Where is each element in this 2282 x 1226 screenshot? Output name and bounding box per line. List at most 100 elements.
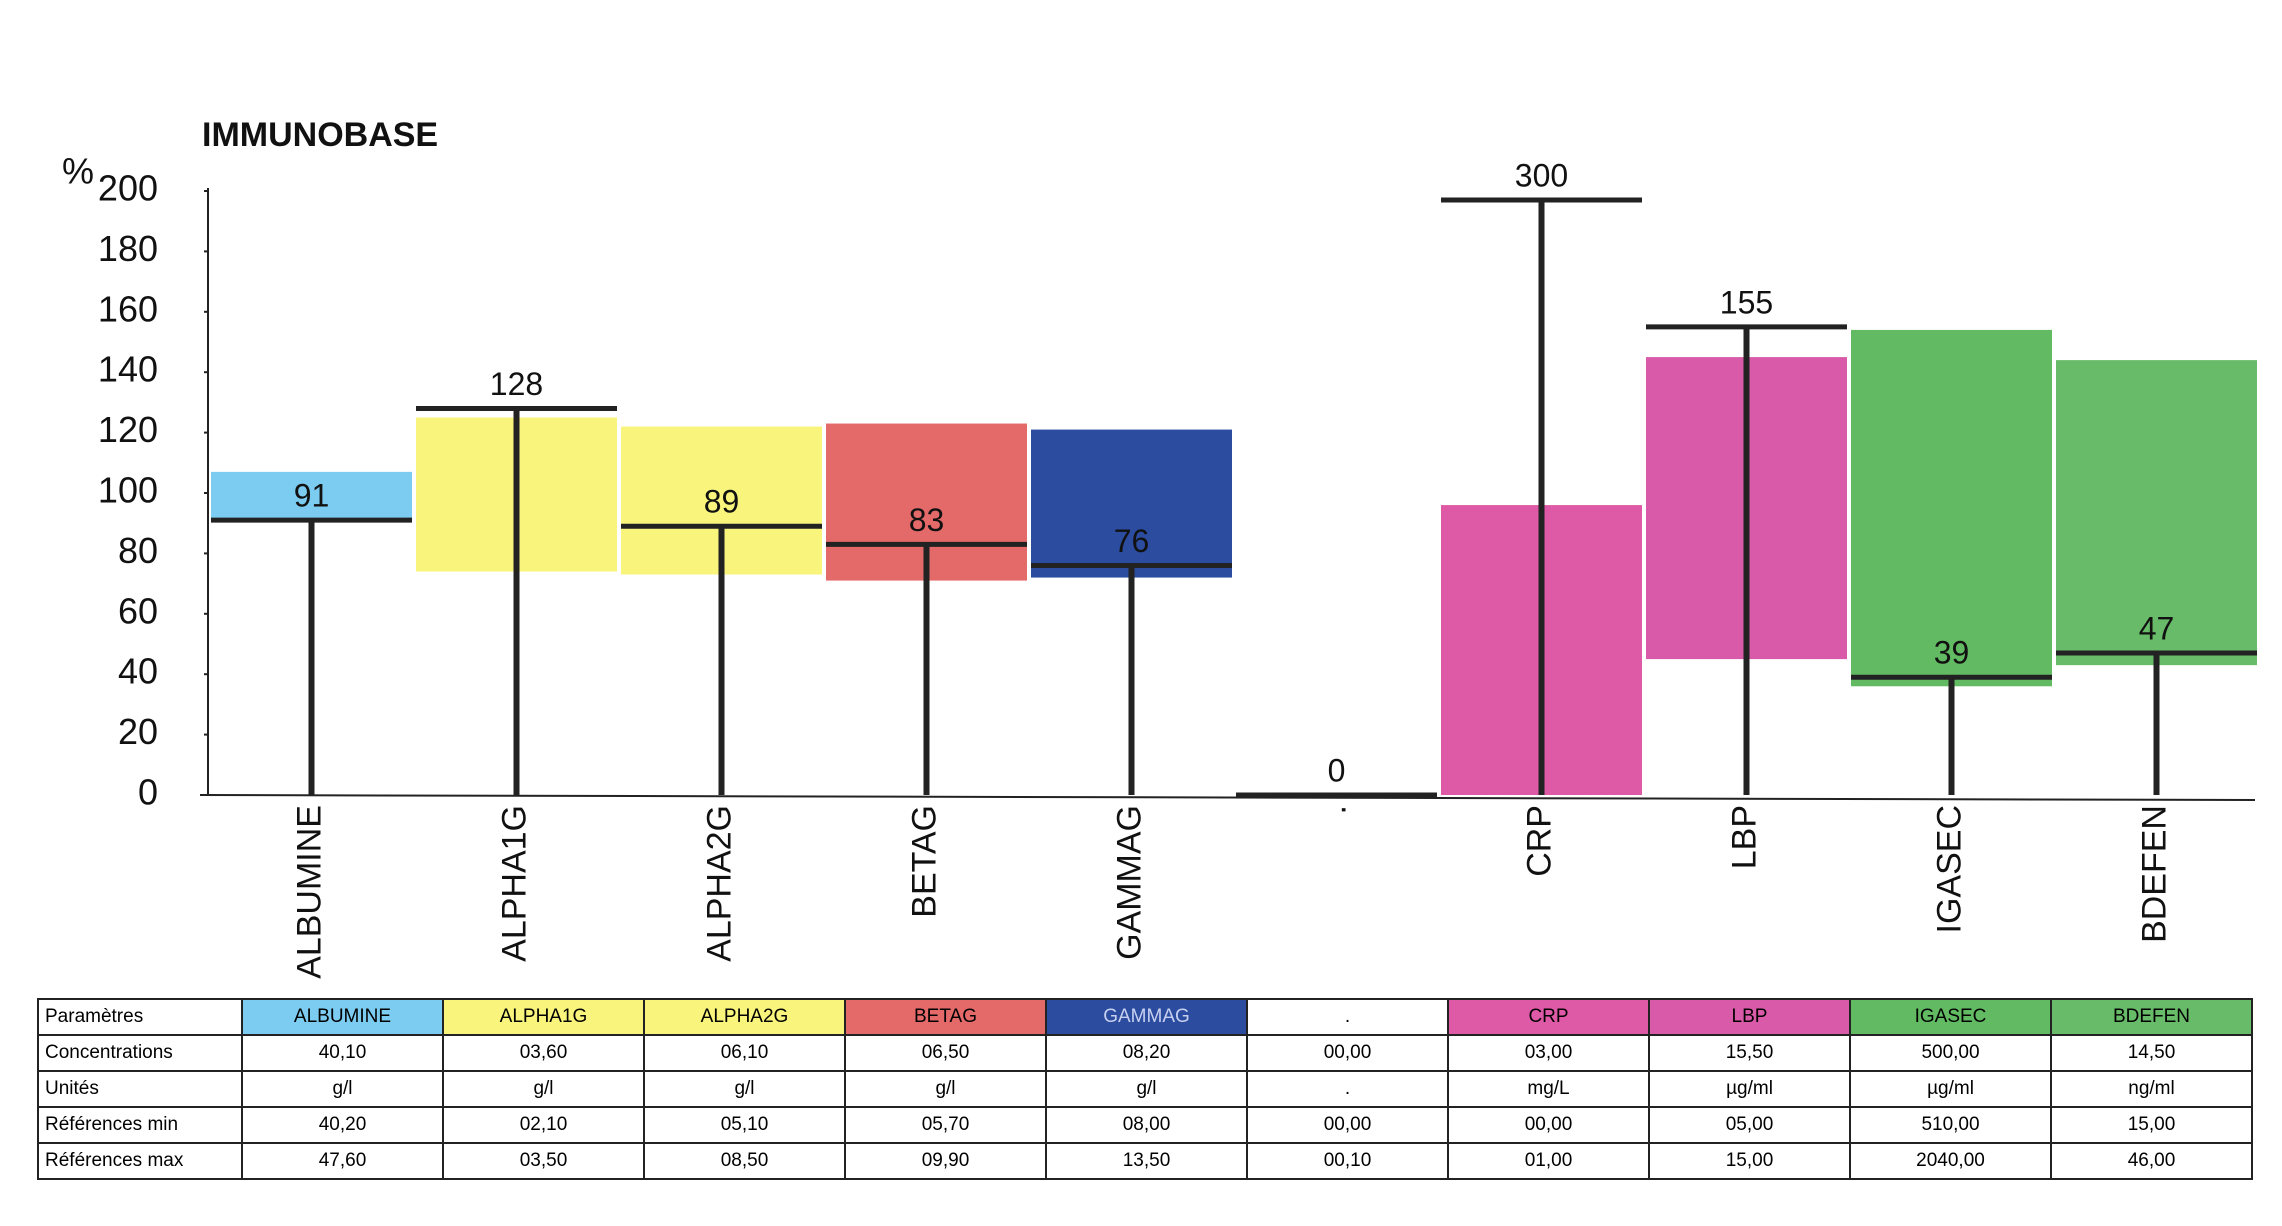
value-label: 128	[490, 366, 543, 402]
value-label: 83	[909, 502, 945, 538]
table-cell: ng/ml	[2050, 1070, 2253, 1108]
table-cell: g/l	[241, 1070, 444, 1108]
table-cell: 2040,00	[1849, 1142, 2052, 1180]
table-row: Concentrations 40,10 03,60 06,10 06,50 08,20 0…	[37, 1034, 2253, 1072]
reference-range	[1031, 429, 1232, 578]
table-cell: CRP	[1447, 998, 1650, 1036]
table-cell: g/l	[643, 1070, 846, 1108]
table-cell: Références max	[37, 1142, 243, 1180]
y-tick-label: 180	[98, 228, 158, 269]
value-label: 76	[1114, 523, 1150, 559]
table-cell: Paramètres	[37, 998, 243, 1036]
table-row: Unités g/l g/l g/l g/l g/l. mg/L µg/ml µg/ml ng/m…	[37, 1070, 2253, 1108]
y-tick-label: 140	[98, 349, 158, 390]
table-cell: 00,00	[1246, 1106, 1449, 1144]
x-tick-label: ALPHA2G	[700, 805, 738, 962]
table-row: Références max 47,60 03,50 08,50 09,90 13,50 0…	[37, 1142, 2253, 1180]
table-cell: g/l	[844, 1070, 1047, 1108]
table-cell: g/l	[1045, 1070, 1248, 1108]
table-cell: 14,50	[2050, 1034, 2253, 1072]
value-label: 39	[1934, 635, 1970, 671]
table-cell: 02,10	[442, 1106, 645, 1144]
table-cell: LBP	[1648, 998, 1851, 1036]
table-cell: 05,70	[844, 1106, 1047, 1144]
table-cell: BETAG	[844, 998, 1047, 1036]
table-cell: 00,10	[1246, 1142, 1449, 1180]
x-tick-label: CRP	[1520, 805, 1558, 877]
value-label: 89	[704, 484, 740, 520]
table-cell: 500,00	[1849, 1034, 2052, 1072]
value-label: 0	[1328, 752, 1346, 788]
table-cell: ALPHA1G	[442, 998, 645, 1036]
table-cell: .	[1246, 1070, 1449, 1108]
table-cell: 09,90	[844, 1142, 1047, 1180]
table-cell: 40,20	[241, 1106, 444, 1144]
y-tick-label: 40	[118, 651, 158, 692]
x-tick-label: IGASEC	[1930, 805, 1968, 933]
value-label: 300	[1515, 157, 1568, 193]
table-cell: 08,00	[1045, 1106, 1248, 1144]
value-label: 155	[1720, 284, 1773, 320]
x-tick-label: BDEFEN	[2135, 805, 2173, 943]
x-tick-label: GAMMAG	[1110, 805, 1148, 960]
table-row: Références min 40,20 02,10 05,10 05,70 08,00 0…	[37, 1106, 2253, 1144]
table-cell: ALPHA2G	[643, 998, 846, 1036]
table-cell: 510,00	[1849, 1106, 2052, 1144]
table-cell: IGASEC	[1849, 998, 2052, 1036]
y-axis-label: %	[62, 151, 94, 192]
y-tick-label: 100	[98, 470, 158, 511]
table-cell: Unités	[37, 1070, 243, 1108]
table-cell: Concentrations	[37, 1034, 243, 1072]
table-cell: µg/ml	[1849, 1070, 2052, 1108]
y-tick-label: 20	[118, 711, 158, 752]
table-cell: mg/L	[1447, 1070, 1650, 1108]
table-cell: 15,50	[1648, 1034, 1851, 1072]
data-table: Paramètres ALBUMINE ALPHA1G ALPHA2G BETAG GAM…	[37, 998, 2253, 1180]
table-cell: 03,50	[442, 1142, 645, 1180]
reference-range	[2056, 360, 2257, 666]
value-label: 47	[2139, 611, 2175, 647]
table-cell: 03,60	[442, 1034, 645, 1072]
table-cell: 13,50	[1045, 1142, 1248, 1180]
table-cell: 47,60	[241, 1142, 444, 1180]
table-cell: 08,50	[643, 1142, 846, 1180]
table-row: Paramètres ALBUMINE ALPHA1G ALPHA2G BETAG GAM…	[37, 998, 2253, 1036]
x-tick-label: BETAG	[905, 805, 943, 918]
table-cell: GAMMAG	[1045, 998, 1248, 1036]
y-tick-label: 160	[98, 288, 158, 329]
table-cell: Références min	[37, 1106, 243, 1144]
reference-range	[1851, 329, 2052, 687]
table-cell: ALBUMINE	[241, 998, 444, 1036]
table-cell: 00,00	[1246, 1034, 1449, 1072]
y-tick-label: 80	[118, 530, 158, 571]
table-cell: 06,50	[844, 1034, 1047, 1072]
table-cell: BDEFEN	[2050, 998, 2253, 1036]
y-tick-label: 200	[98, 168, 158, 209]
y-tick-label: 60	[118, 590, 158, 631]
x-tick-label: .	[1315, 805, 1353, 814]
table-cell: 15,00	[2050, 1106, 2253, 1144]
table-cell: g/l	[442, 1070, 645, 1108]
y-tick-label: 120	[98, 409, 158, 450]
value-label: 91	[294, 478, 330, 514]
table-cell: 15,00	[1648, 1142, 1851, 1180]
table-cell: 03,00	[1447, 1034, 1650, 1072]
chart-title: IMMUNOBASE	[202, 116, 438, 154]
y-tick-label: 0	[138, 772, 158, 813]
table-cell: 46,00	[2050, 1142, 2253, 1180]
table-cell: 08,20	[1045, 1034, 1248, 1072]
table-cell: 05,10	[643, 1106, 846, 1144]
x-tick-label: ALPHA1G	[495, 805, 533, 962]
table-cell: 00,00	[1447, 1106, 1650, 1144]
reference-range	[211, 471, 412, 521]
table-cell: 05,00	[1648, 1106, 1851, 1144]
table-cell: 01,00	[1447, 1142, 1650, 1180]
table-cell: µg/ml	[1648, 1070, 1851, 1108]
chart: IMMUNOBASE % 0 20 40 60 80 100 120 140 160 180 200…	[62, 116, 2257, 979]
x-axis	[199, 794, 2256, 801]
table-cell: 06,10	[643, 1034, 846, 1072]
x-tick-label: LBP	[1725, 805, 1763, 869]
table-cell: 40,10	[241, 1034, 444, 1072]
table-cell: .	[1246, 998, 1449, 1036]
